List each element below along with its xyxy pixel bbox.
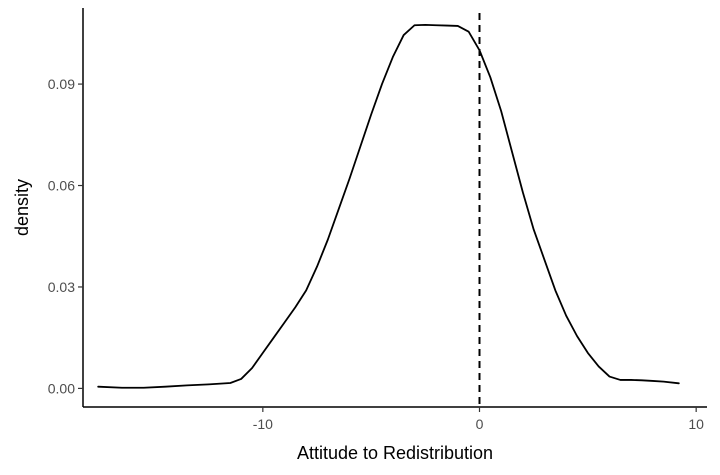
- x-tick-label: -10: [253, 416, 273, 432]
- x-tick-label: 10: [688, 416, 704, 432]
- y-tick-label: 0.06: [48, 178, 75, 194]
- y-tick-label: 0.09: [48, 76, 75, 92]
- plot-area: [97, 13, 680, 407]
- x-tick-label: 0: [476, 416, 484, 432]
- y-tick-label: 0.03: [48, 279, 75, 295]
- y-tick-label: 0.00: [48, 380, 75, 396]
- density-curve-1: [97, 24, 680, 389]
- y-axis-title: density: [12, 179, 32, 236]
- y-axis-ticks: 0.00 0.03 0.06 0.09: [48, 76, 83, 396]
- x-axis-title: Attitude to Redistribution: [297, 443, 493, 463]
- x-axis-ticks: -10 0 10: [253, 407, 704, 432]
- series-layer: [97, 24, 680, 389]
